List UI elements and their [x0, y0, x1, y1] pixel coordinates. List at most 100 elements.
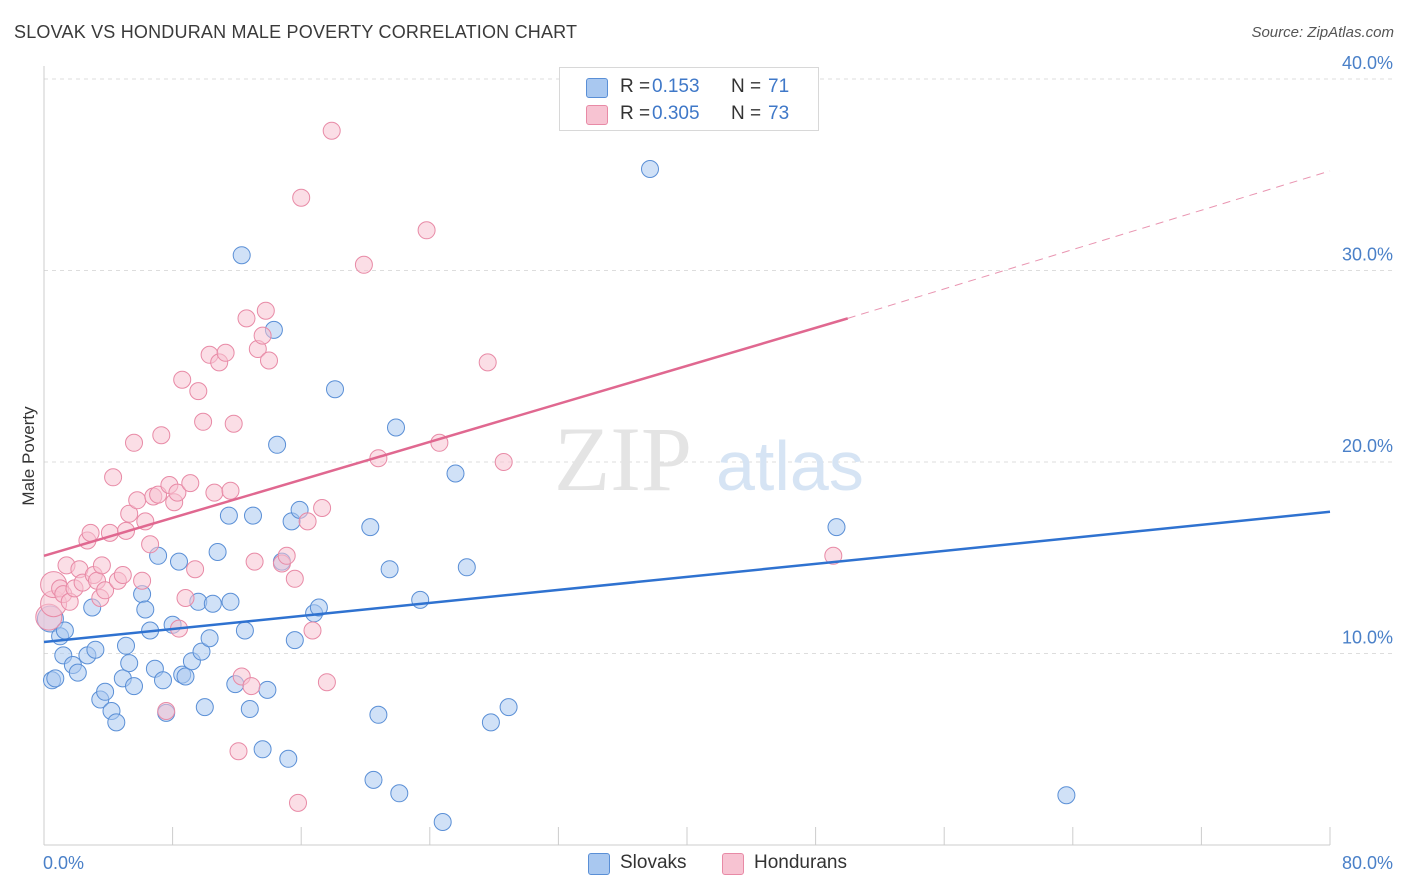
- honduran-point: [194, 412, 213, 431]
- correlation-legend: R = 0.153 N = 71 R = 0.305 N = 73: [559, 67, 819, 131]
- slovak-point: [200, 629, 219, 648]
- honduran-point: [322, 121, 341, 140]
- slovak-point: [411, 590, 430, 609]
- slovak-point: [364, 770, 383, 789]
- slovak-point: [380, 560, 399, 579]
- x-tick-label: 0.0%: [43, 853, 84, 873]
- honduran-point: [260, 351, 278, 370]
- slovaks-swatch: [586, 78, 608, 98]
- slovak-point: [192, 642, 211, 661]
- y-tick-label: 20.0%: [1342, 436, 1393, 456]
- honduran-point: [303, 621, 322, 640]
- legend-n-value: 73: [768, 103, 790, 124]
- honduran-point: [205, 483, 224, 502]
- slovak-point: [235, 621, 254, 640]
- legend-n-label: N =: [731, 103, 762, 124]
- honduran-point: [92, 556, 111, 575]
- honduran-point: [113, 566, 132, 584]
- honduran-point: [96, 581, 115, 600]
- honduran-point: [141, 535, 160, 554]
- honduran-point: [277, 546, 296, 565]
- slovak-point: [268, 435, 287, 454]
- slovak-point: [219, 506, 238, 525]
- legend-label-slovaks: Slovaks: [620, 852, 687, 873]
- slovak-point: [117, 636, 135, 655]
- honduran-point: [253, 326, 272, 345]
- slovak-point: [446, 464, 465, 483]
- legend-n-value: 71: [768, 76, 790, 97]
- honduran-point: [245, 552, 264, 571]
- slovak-point: [203, 594, 222, 613]
- watermark-zip: ZIP: [554, 408, 692, 510]
- slovak-point: [499, 698, 518, 717]
- honduran-point: [229, 742, 248, 761]
- legend-n-label: N =: [731, 76, 762, 97]
- slovak-point: [285, 631, 304, 650]
- honduran-point: [181, 474, 200, 493]
- honduran-point: [128, 491, 147, 510]
- honduran-point: [104, 468, 123, 487]
- slovak-point: [309, 598, 328, 617]
- legend-label-hondurans: Hondurans: [754, 852, 847, 873]
- grid-lines: [44, 78, 1392, 654]
- slovak-point: [208, 543, 227, 561]
- legend-r-label: R =: [620, 76, 651, 97]
- honduran-point: [152, 426, 171, 445]
- hondurans-swatch: [722, 853, 744, 875]
- honduran-point: [317, 673, 336, 692]
- slovak-point: [136, 600, 155, 619]
- y-axis-title: Male Poverty: [19, 406, 38, 506]
- honduran-point: [292, 188, 311, 207]
- slovak-point: [481, 713, 500, 732]
- slovak-point: [125, 677, 143, 696]
- slovak-point: [86, 640, 105, 659]
- slovak-point: [433, 813, 452, 831]
- honduran-point: [494, 453, 513, 471]
- honduran-point: [354, 255, 373, 274]
- slovak-point: [279, 749, 298, 768]
- honduran-point: [285, 569, 304, 588]
- tick-labels: 10.0% 20.0% 30.0% 40.0% 0.0% 80.0%: [43, 53, 1393, 873]
- slovak-point: [387, 418, 405, 437]
- honduran-trend-extension: [847, 170, 1331, 319]
- slovak-point: [46, 669, 65, 688]
- data-points: [35, 121, 1076, 831]
- honduran-point: [256, 301, 275, 320]
- slovak-point: [96, 682, 115, 701]
- slovak-trend-line: [43, 510, 1331, 644]
- honduran-point: [81, 523, 100, 542]
- axes: [43, 66, 1331, 846]
- chart-title: SLOVAK VS HONDURAN MALE POVERTY CORRELAT…: [14, 22, 578, 42]
- honduran-point: [176, 589, 195, 607]
- slovak-point: [120, 654, 139, 673]
- legend-r-value: 0.305: [652, 103, 700, 124]
- hondurans-swatch: [586, 105, 608, 125]
- legend-r-label: R =: [620, 103, 651, 124]
- slovak-point: [253, 740, 272, 759]
- honduran-point: [224, 414, 243, 433]
- honduran-point: [125, 433, 143, 452]
- honduran-point: [237, 309, 256, 328]
- honduran-point: [168, 483, 187, 502]
- slovak-point: [221, 592, 240, 611]
- slovak-point: [258, 680, 277, 699]
- honduran-point: [173, 370, 192, 389]
- slovak-point: [326, 380, 344, 399]
- honduran-point: [186, 560, 205, 579]
- slovak-point: [641, 160, 659, 178]
- slovak-point: [827, 518, 846, 537]
- honduran-point: [133, 571, 152, 590]
- trend-lines: [43, 170, 1331, 644]
- honduran-point: [298, 512, 317, 531]
- chart-source: Source: ZipAtlas.com: [1251, 24, 1394, 41]
- honduran-point: [313, 499, 332, 517]
- honduran-point: [157, 702, 176, 720]
- slovak-point: [457, 558, 476, 577]
- slovak-point: [361, 518, 380, 537]
- honduran-point: [189, 382, 208, 401]
- slovak-point: [195, 698, 214, 717]
- slovak-point: [390, 784, 409, 803]
- slovak-point: [170, 552, 188, 571]
- honduran-point: [289, 793, 307, 812]
- honduran-point: [417, 221, 436, 240]
